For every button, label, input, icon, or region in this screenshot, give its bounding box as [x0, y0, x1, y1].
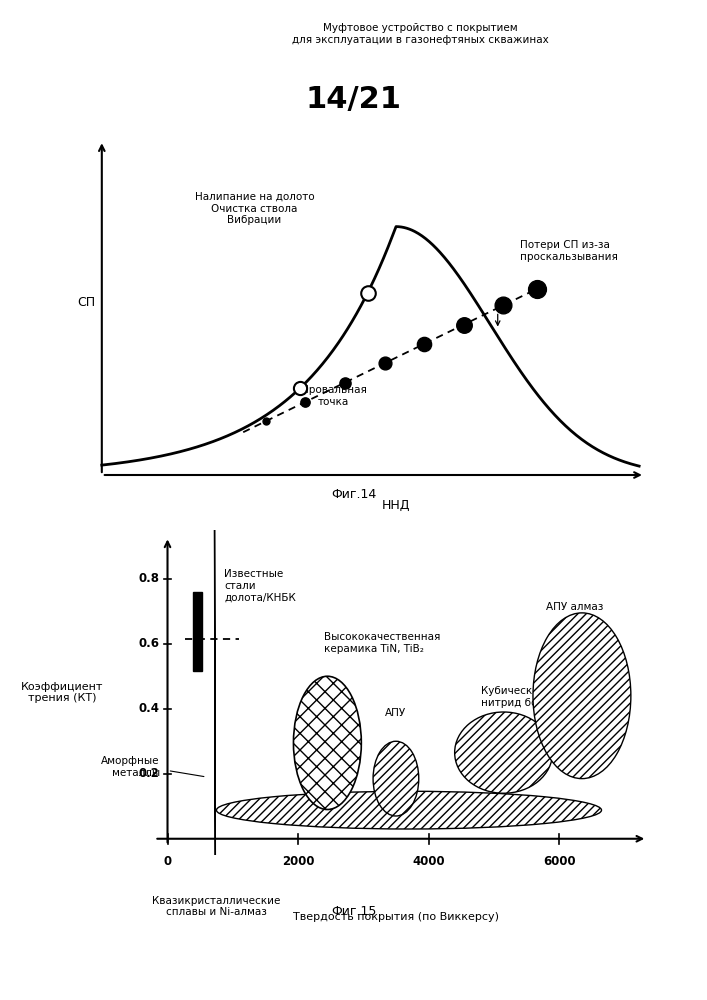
Ellipse shape — [216, 791, 602, 829]
Point — [458, 317, 469, 333]
Point — [498, 297, 509, 313]
Text: 0: 0 — [163, 855, 172, 868]
Text: 0.4: 0.4 — [139, 702, 160, 715]
Text: 0.6: 0.6 — [139, 637, 160, 650]
Point — [362, 285, 373, 301]
Text: Известные
стали
долота/КНБК: Известные стали долота/КНБК — [224, 569, 296, 602]
Ellipse shape — [455, 712, 553, 793]
Text: 4000: 4000 — [412, 855, 445, 868]
Text: Фиг.14: Фиг.14 — [331, 488, 376, 501]
Text: СП: СП — [77, 296, 95, 309]
Text: Коэффициент
трения (КТ): Коэффициент трения (КТ) — [21, 682, 104, 703]
Text: Потери СП из-за
проскальзывания: Потери СП из-за проскальзывания — [520, 240, 618, 262]
Ellipse shape — [293, 676, 361, 810]
Point — [294, 380, 305, 396]
Ellipse shape — [373, 741, 419, 816]
Point — [419, 336, 430, 352]
Point — [260, 413, 271, 429]
Text: Налипание на долото
Очистка ствола
Вибрации: Налипание на долото Очистка ствола Вибра… — [194, 192, 315, 225]
Text: 14/21: 14/21 — [305, 85, 402, 114]
Point — [532, 281, 543, 297]
Point — [379, 355, 390, 371]
Ellipse shape — [533, 613, 631, 779]
Text: ННД: ННД — [382, 499, 410, 512]
Text: 2000: 2000 — [282, 855, 315, 868]
Text: 0.2: 0.2 — [139, 767, 160, 780]
Point — [300, 394, 311, 410]
Text: Провальная
точка: Провальная точка — [300, 385, 367, 407]
Text: АПУ алмаз: АПУ алмаз — [546, 601, 603, 611]
Text: Муфтовое устройство с покрытием
для эксплуатации в газонефтяных скважинах: Муфтовое устройство с покрытием для эксп… — [292, 23, 549, 45]
Text: Высококачественная
керамика TiN, TiB₂: Высококачественная керамика TiN, TiB₂ — [324, 632, 440, 654]
Bar — [193, 592, 202, 671]
Text: АПУ: АПУ — [385, 708, 407, 718]
Ellipse shape — [197, 0, 233, 1000]
Text: Квазикристаллические
сплавы и Ni-алмаз: Квазикристаллические сплавы и Ni-алмаз — [152, 896, 281, 917]
Text: Аморфные
металлы: Аморфные металлы — [101, 756, 160, 778]
Text: Фиг.15: Фиг.15 — [331, 905, 376, 918]
Text: 6000: 6000 — [543, 855, 575, 868]
Point — [339, 375, 351, 391]
Text: Твердость покрытия (по Виккерсу): Твердость покрытия (по Виккерсу) — [293, 912, 499, 922]
Text: Кубический
нитрид бора: Кубический нитрид бора — [481, 686, 550, 708]
Text: 0.8: 0.8 — [139, 572, 160, 585]
